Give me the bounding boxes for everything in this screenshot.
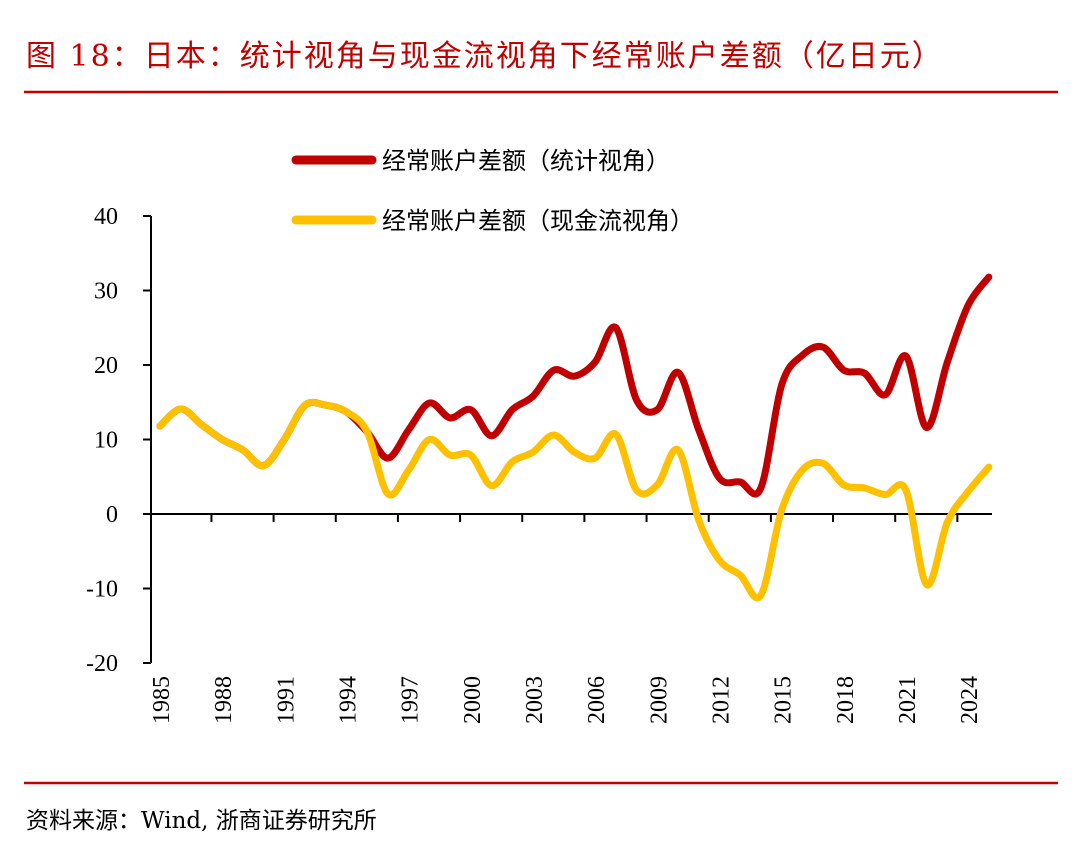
x-tick-label: 2000 (460, 676, 486, 724)
x-tick-label: 2015 (771, 676, 797, 724)
y-tick-label: -10 (86, 577, 118, 603)
x-tick-label: 1985 (149, 676, 175, 724)
y-tick-label: 20 (94, 353, 118, 379)
x-tick-label: 2024 (957, 676, 983, 724)
source-note: 资料来源：Wind, 浙商证券研究所 (26, 808, 377, 834)
y-tick-label: 0 (106, 502, 118, 528)
x-tick-label: 2009 (646, 676, 672, 724)
x-tick-label: 1994 (335, 676, 361, 724)
y-tick-label: 10 (94, 428, 118, 454)
x-tick-label: 2021 (895, 676, 921, 724)
x-tick-label: 2006 (584, 676, 610, 724)
series-lines (156, 273, 993, 602)
y-tick-label: 30 (94, 279, 118, 305)
x-tick-label: 2018 (833, 676, 859, 724)
chart-title: 图 18：日本：统计视角与现金流视角下经常账户差额（亿日元） (26, 39, 944, 74)
y-tick-label: -20 (86, 651, 118, 677)
x-tick-label: 1997 (398, 676, 424, 724)
x-tick-label: 1991 (273, 676, 299, 724)
axes: 40 30 20 10 0 -10 -20 1985 1988 1991 1994 1997 2000 2… (86, 204, 992, 724)
series-line-1 (156, 273, 993, 498)
legend: 经常账户差额（统计视角） 经常账户差额（现金流视角） (291, 147, 694, 235)
series-line-2 (156, 398, 993, 602)
legend-label-series-1: 经常账户差额（统计视角） (382, 147, 670, 175)
x-tick-label: 2003 (522, 676, 548, 724)
x-tick-label: 1988 (211, 676, 237, 724)
legend-label-series-2: 经常账户差额（现金流视角） (382, 207, 694, 235)
y-tick-label: 40 (94, 204, 118, 230)
x-tick-label: 2012 (708, 676, 734, 724)
